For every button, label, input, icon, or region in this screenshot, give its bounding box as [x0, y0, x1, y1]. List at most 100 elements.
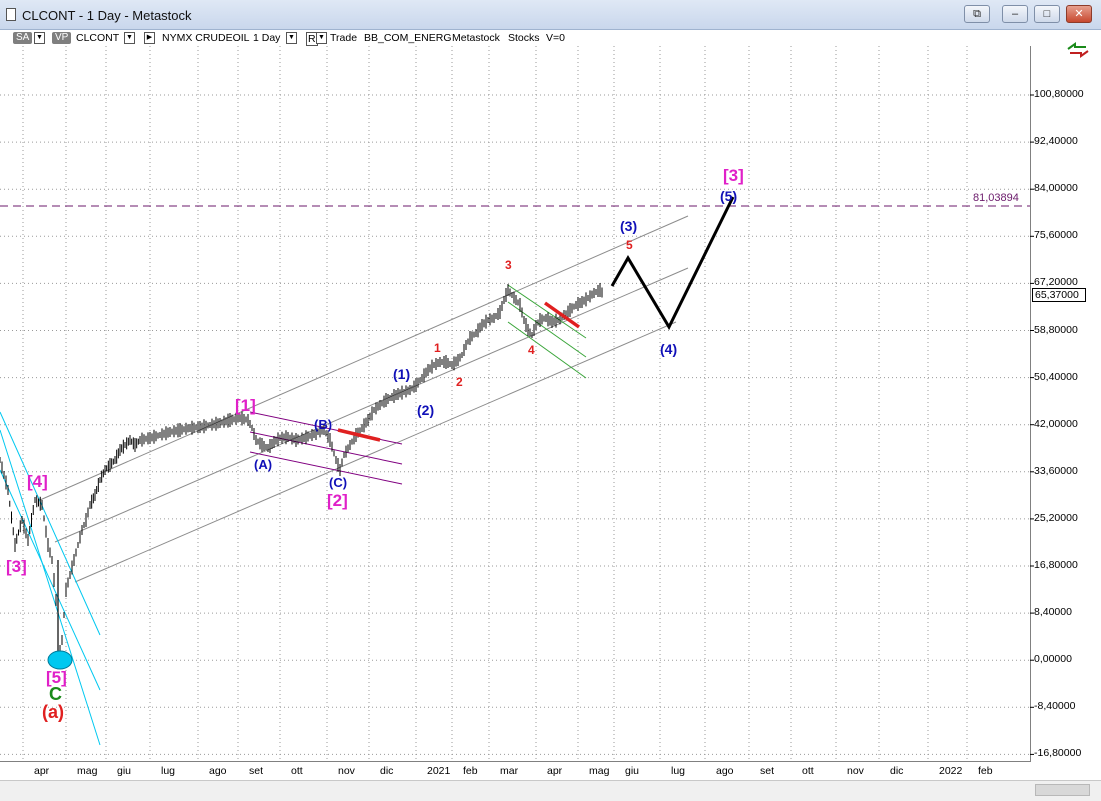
title-bar: CLCONT - 1 Day - Metastock ⧉ – □ ✕ [0, 0, 1101, 30]
x-tick-label: ott [802, 765, 814, 777]
breakout-line [337, 428, 381, 442]
channel-upper-line [39, 215, 689, 501]
wave-label-5-bottom: [5] [46, 668, 67, 687]
wave-label-b5: (5) [720, 188, 738, 204]
breakout-line [543, 301, 581, 329]
y-tick-label: 92,40000 [1034, 135, 1078, 148]
cyan-line [0, 429, 101, 746]
last-price-badge: 65,37000 [1032, 288, 1086, 302]
cyan-line [0, 411, 101, 636]
wave-label-C: (C) [329, 475, 348, 490]
horizontal-scrollbar[interactable] [0, 780, 1101, 801]
x-tick-label: ago [209, 765, 227, 777]
x-tick-label: nov [847, 765, 864, 777]
wave-label-2-pink: [2] [327, 491, 348, 510]
wave-label-c-green: C [49, 684, 62, 704]
type-label: Stocks [508, 32, 540, 44]
vp-button[interactable]: VP [52, 32, 72, 44]
wave-label-3-right: [3] [723, 166, 744, 185]
wave-label-r2: 2 [456, 375, 463, 389]
x-tick-label: ott [291, 765, 303, 777]
projection-path [610, 196, 735, 331]
wave-label-B: (B) [314, 417, 333, 432]
symbol-dropdown-icon[interactable]: ▼ [124, 32, 135, 44]
y-tick-label: 75,60000 [1034, 229, 1078, 242]
step-icon[interactable]: ▶ [144, 32, 155, 44]
trade-label[interactable]: Trade [330, 32, 358, 44]
chart-toolbar: SA ▼ VP CLCONT ▼ ▶ NYMX CRUDEOIL 1 Day ▼… [0, 30, 1101, 46]
wave-label-r5: 5 [626, 238, 633, 252]
y-tick-label: 84,00000 [1034, 182, 1078, 195]
x-tick-label: mag [77, 765, 98, 777]
purple-channel-line [249, 451, 403, 485]
y-tick-label: 58,80000 [1034, 323, 1078, 336]
x-tick-label: lug [671, 765, 686, 777]
x-tick-label: mar [500, 765, 519, 777]
price-bars [0, 283, 603, 665]
x-tick-label: apr [34, 765, 50, 777]
app-icon [6, 8, 16, 21]
y-tick-label: 25,20000 [1034, 511, 1078, 524]
wave-label-a-red: (a) [42, 702, 64, 722]
x-tick-label: apr [547, 765, 563, 777]
wave-label-r4: 4 [528, 343, 535, 357]
resistance-level-label: 81,03894 [973, 192, 1019, 204]
x-tick-label: feb [463, 765, 478, 777]
green-channel-line [507, 321, 587, 379]
sector-label: BB_COM_ENERG [364, 32, 452, 44]
close-button[interactable]: ✕ [1066, 5, 1092, 23]
period-dropdown-icon[interactable]: ▼ [286, 32, 297, 44]
y-tick-label: 16,80000 [1034, 559, 1078, 571]
wave-label-4-left: [4] [27, 472, 48, 491]
x-tick-label: nov [338, 765, 355, 777]
maximize-button[interactable]: □ [1034, 5, 1060, 23]
wave-label-A: (A) [254, 457, 273, 472]
x-tick-label: mag [589, 765, 610, 777]
purple-channel-line [249, 431, 403, 465]
x-tick-label: dic [380, 765, 394, 777]
wave-label-3-left: [3] [6, 557, 27, 576]
wave-label-r1: 1 [434, 341, 441, 355]
minimize-button[interactable]: – [1002, 5, 1028, 23]
price-chart[interactable] [0, 46, 1030, 762]
wave-label-b4: (4) [660, 341, 678, 357]
wave-label-b2: (2) [417, 402, 435, 418]
wave-label-b1: (1) [393, 366, 411, 382]
channel-lower-line [74, 321, 677, 583]
period-label[interactable]: 1 Day [253, 32, 281, 44]
wave-label-r3: 3 [505, 258, 512, 272]
y-tick-label: 8,40000 [1034, 606, 1072, 619]
y-tick-label: -8,40000 [1034, 700, 1076, 713]
y-tick-label: 33,60000 [1034, 464, 1078, 477]
y-tick-label: 67,20000 [1034, 276, 1078, 289]
sa-dropdown-icon[interactable]: ▼ [34, 32, 45, 44]
volume-label: V=0 [546, 32, 565, 44]
x-tick-label: feb [978, 765, 993, 777]
x-tick-label: giu [625, 765, 640, 777]
x-tick-label: set [760, 765, 775, 777]
x-tick-label: dic [890, 765, 904, 777]
symbol-label[interactable]: CLCONT [76, 32, 120, 44]
restore-button[interactable]: ⧉ [964, 5, 990, 23]
x-tick-label: ago [716, 765, 734, 777]
trend-channels [0, 205, 1030, 746]
cyan-line [0, 469, 101, 691]
trade-arrows-icon[interactable] [1066, 40, 1090, 58]
window-title: CLCONT - 1 Day - Metastock [22, 8, 192, 23]
sa-button[interactable]: SA [13, 32, 33, 44]
mode-dropdown-icon[interactable]: ▼ [316, 32, 327, 44]
y-tick-label: 42,00000 [1034, 417, 1078, 430]
channel-middle-line [54, 267, 689, 543]
x-tick-label: 2021 [427, 765, 451, 777]
wave-label-1-pink: [1] [235, 396, 256, 415]
green-channel-line [507, 301, 587, 358]
wave-label-b3: (3) [620, 218, 638, 234]
scrollbar-thumb[interactable] [1035, 784, 1090, 796]
bottom-marker [47, 650, 73, 670]
x-tick-label: giu [117, 765, 132, 777]
y-tick-label: 50,40000 [1034, 370, 1078, 383]
exchange-label: NYMX CRUDEOIL [162, 32, 250, 44]
y-tick-label: 0,00000 [1034, 653, 1072, 666]
source-label: Metastock [452, 32, 500, 44]
y-tick-label: 100,80000 [1034, 88, 1084, 100]
